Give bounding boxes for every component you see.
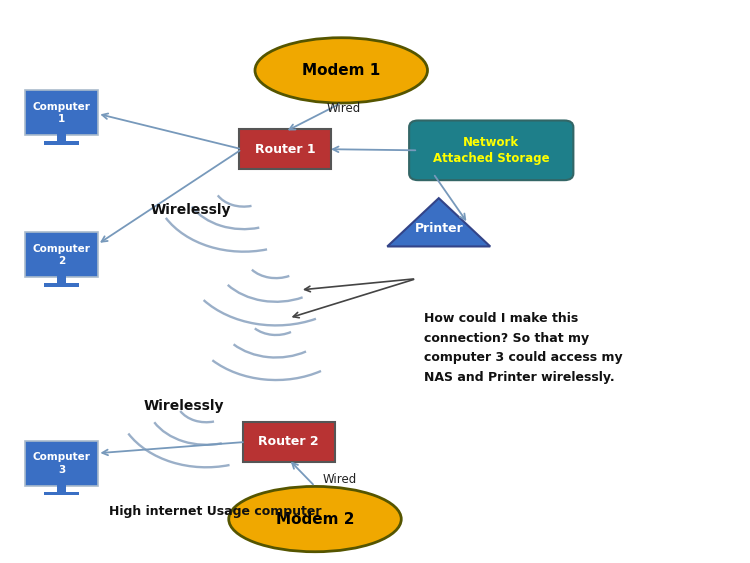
Bar: [44, 141, 80, 145]
Text: Modem 1: Modem 1: [302, 63, 380, 78]
Text: Modem 2: Modem 2: [276, 512, 354, 526]
FancyBboxPatch shape: [243, 422, 334, 462]
Bar: [57, 275, 66, 283]
Text: Wirelessly: Wirelessly: [151, 203, 232, 217]
Text: Computer
3: Computer 3: [32, 453, 91, 475]
FancyBboxPatch shape: [25, 91, 98, 135]
Bar: [57, 484, 66, 492]
Text: Wirelessly: Wirelessly: [143, 400, 224, 413]
Text: Router 2: Router 2: [259, 435, 319, 449]
Text: Printer: Printer: [414, 222, 463, 235]
Bar: [57, 133, 66, 141]
Bar: [44, 492, 80, 495]
Text: Wired: Wired: [326, 101, 361, 115]
Text: Network
Attached Storage: Network Attached Storage: [433, 136, 550, 165]
Text: Computer
2: Computer 2: [32, 244, 91, 266]
FancyBboxPatch shape: [25, 233, 98, 277]
Text: Router 1: Router 1: [255, 142, 315, 156]
Ellipse shape: [255, 38, 428, 103]
FancyBboxPatch shape: [238, 129, 332, 169]
Text: Computer
1: Computer 1: [32, 102, 91, 124]
Text: How could I make this
connection? So that my
computer 3 could access my
NAS and : How could I make this connection? So tha…: [424, 312, 622, 384]
FancyBboxPatch shape: [410, 120, 573, 180]
Bar: [44, 283, 80, 287]
Text: High internet Usage computer: High internet Usage computer: [109, 504, 321, 518]
Text: Wired: Wired: [322, 473, 357, 486]
Polygon shape: [387, 198, 490, 247]
Ellipse shape: [229, 486, 401, 552]
FancyBboxPatch shape: [25, 441, 98, 486]
